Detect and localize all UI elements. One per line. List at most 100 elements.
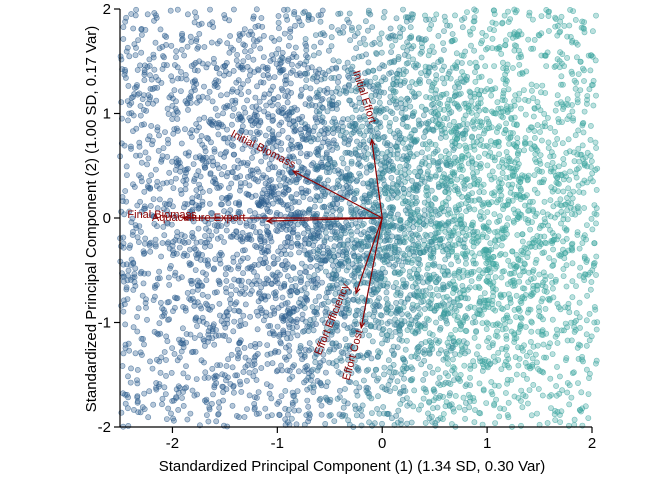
data-point [317, 39, 324, 46]
data-point [534, 122, 541, 128]
data-point [268, 34, 275, 41]
data-point [522, 359, 529, 366]
data-point [408, 419, 415, 426]
data-point [440, 281, 446, 288]
data-point [174, 6, 181, 13]
data-point [326, 156, 333, 162]
data-point [528, 276, 534, 283]
data-point [131, 41, 138, 48]
data-point [460, 338, 467, 344]
data-point [277, 182, 284, 189]
data-point [570, 115, 576, 122]
data-point [314, 119, 321, 126]
data-point [473, 161, 479, 168]
data-point [380, 229, 387, 235]
data-point [312, 359, 319, 366]
data-point [442, 379, 449, 386]
data-point [127, 379, 134, 386]
data-point [160, 180, 166, 187]
data-point [383, 306, 390, 312]
data-point [463, 76, 469, 83]
data-point [372, 74, 379, 81]
data-point [434, 404, 441, 411]
data-point [214, 235, 221, 242]
data-point [375, 393, 381, 400]
data-point [331, 418, 338, 424]
data-point [182, 186, 189, 193]
data-point [338, 357, 345, 364]
data-point [168, 42, 175, 49]
data-point [393, 279, 399, 286]
data-point [222, 15, 228, 22]
data-point [530, 381, 537, 388]
data-point [285, 206, 291, 213]
data-point [566, 382, 573, 389]
data-point [444, 355, 451, 362]
data-point [196, 31, 203, 37]
data-point [191, 245, 198, 252]
data-point [433, 319, 439, 326]
data-point [576, 299, 583, 306]
data-point [492, 286, 499, 293]
data-point [144, 11, 151, 18]
data-point [270, 254, 277, 261]
data-point [552, 141, 558, 148]
data-point [390, 352, 397, 358]
data-point [321, 135, 328, 142]
data-point [395, 54, 402, 60]
data-point [303, 153, 310, 160]
data-point [474, 63, 480, 70]
data-point [574, 166, 580, 173]
data-point [441, 80, 448, 87]
data-point [202, 164, 209, 171]
data-point [260, 317, 267, 324]
data-point [528, 338, 534, 345]
data-point [330, 185, 337, 192]
data-point [519, 238, 526, 245]
data-point [453, 252, 460, 259]
data-point [165, 405, 172, 412]
data-point [503, 358, 509, 365]
data-point [353, 45, 360, 52]
data-point [458, 343, 465, 350]
data-point [242, 42, 248, 49]
data-point [217, 92, 224, 99]
data-point [428, 87, 435, 94]
data-point [174, 127, 181, 134]
data-point [331, 196, 338, 203]
data-point [445, 373, 451, 379]
data-point [282, 77, 288, 84]
data-point [217, 249, 224, 256]
data-point [212, 176, 218, 183]
data-point [433, 76, 440, 83]
data-point [223, 377, 229, 384]
data-point [300, 194, 307, 201]
data-point [541, 233, 548, 240]
data-point [551, 258, 557, 264]
data-point [284, 411, 291, 418]
data-point [260, 33, 267, 39]
data-point [241, 247, 248, 253]
data-point [264, 342, 271, 348]
data-point [452, 351, 458, 357]
data-point [178, 274, 185, 281]
data-point [557, 253, 564, 259]
data-point [234, 251, 240, 258]
data-point [462, 350, 468, 357]
data-point [522, 111, 529, 118]
data-point [374, 354, 381, 360]
data-point [161, 349, 168, 355]
data-point [230, 328, 237, 335]
data-point [379, 420, 385, 427]
data-point [306, 95, 313, 102]
data-point [310, 382, 317, 389]
data-point [221, 163, 228, 170]
data-point [363, 169, 370, 176]
data-point [159, 153, 166, 159]
data-point [122, 400, 129, 407]
data-point [146, 388, 153, 395]
data-point [236, 339, 243, 346]
data-point [492, 420, 498, 426]
data-point [287, 34, 293, 41]
data-point [247, 48, 254, 54]
